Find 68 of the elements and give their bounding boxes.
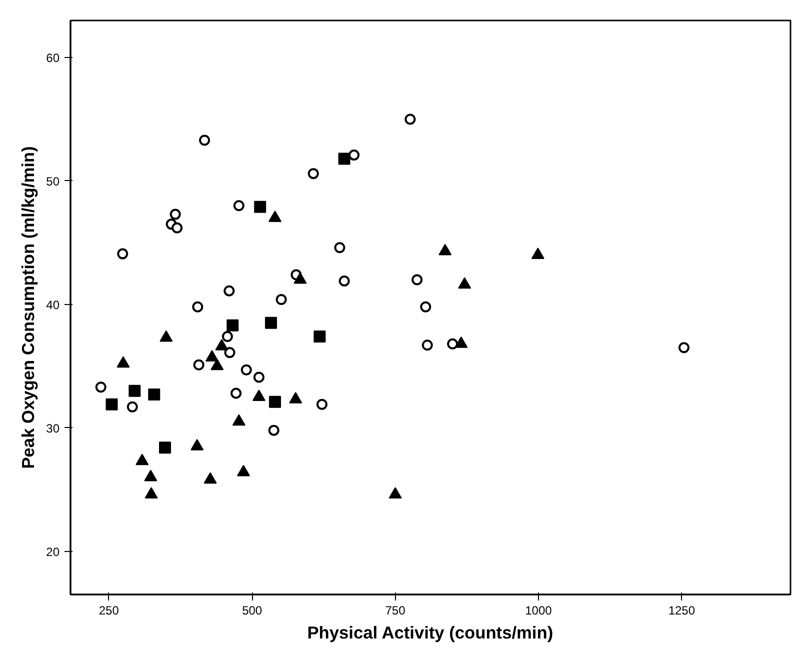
y-tick-label: 50 bbox=[46, 174, 60, 188]
point bbox=[268, 396, 281, 408]
point bbox=[193, 359, 204, 370]
point bbox=[192, 301, 204, 312]
point bbox=[268, 424, 280, 436]
y-tick-label: 20 bbox=[46, 544, 60, 559]
point bbox=[204, 472, 217, 484]
point bbox=[160, 330, 173, 342]
point bbox=[412, 274, 423, 286]
point bbox=[199, 134, 210, 146]
x-tick-label: 500 bbox=[242, 604, 262, 618]
point bbox=[240, 364, 252, 376]
point bbox=[458, 277, 472, 289]
point bbox=[308, 168, 319, 180]
point bbox=[388, 487, 402, 498]
y-tick-label: 60 bbox=[46, 51, 60, 66]
point bbox=[95, 382, 106, 393]
point bbox=[233, 200, 244, 212]
point bbox=[226, 319, 239, 332]
point bbox=[454, 336, 468, 348]
point bbox=[338, 275, 350, 286]
point bbox=[148, 388, 160, 401]
point bbox=[276, 294, 287, 305]
point bbox=[338, 152, 350, 165]
point bbox=[447, 338, 458, 350]
point bbox=[128, 384, 141, 397]
point bbox=[316, 398, 328, 410]
point bbox=[294, 272, 307, 284]
point bbox=[210, 358, 224, 370]
point bbox=[253, 372, 264, 383]
point bbox=[144, 470, 158, 482]
y-tick-label: 30 bbox=[46, 421, 60, 436]
point bbox=[252, 390, 266, 401]
point bbox=[172, 222, 183, 234]
point bbox=[190, 438, 204, 450]
point bbox=[348, 150, 360, 161]
y-axis-title: Peak Oxygen Consumption (ml/kg/min) bbox=[18, 146, 38, 469]
point bbox=[126, 401, 138, 412]
point bbox=[170, 208, 181, 220]
x-tick-label: 250 bbox=[98, 604, 120, 618]
x-axis-title: Physical Activity (counts/min) bbox=[307, 622, 554, 642]
point bbox=[106, 398, 118, 410]
point bbox=[404, 114, 416, 125]
point bbox=[117, 248, 128, 260]
x-tick-label: 1250 bbox=[668, 604, 696, 618]
x-tick-label: 750 bbox=[385, 604, 406, 618]
point bbox=[230, 388, 242, 399]
point bbox=[254, 200, 266, 213]
point bbox=[159, 442, 172, 454]
y-tick-label: 40 bbox=[46, 298, 60, 312]
point bbox=[264, 316, 277, 329]
point bbox=[205, 350, 218, 362]
point bbox=[334, 242, 346, 254]
point bbox=[420, 301, 432, 312]
point bbox=[236, 464, 250, 476]
point bbox=[222, 331, 233, 342]
point bbox=[422, 340, 433, 351]
point bbox=[314, 330, 326, 343]
point bbox=[232, 414, 246, 426]
point bbox=[215, 338, 228, 350]
point bbox=[678, 342, 690, 354]
point bbox=[136, 454, 149, 466]
point bbox=[144, 487, 158, 498]
point bbox=[224, 285, 235, 296]
point bbox=[116, 356, 130, 368]
x-tick-label: 1000 bbox=[525, 604, 552, 618]
point bbox=[224, 347, 236, 358]
point bbox=[289, 392, 302, 404]
